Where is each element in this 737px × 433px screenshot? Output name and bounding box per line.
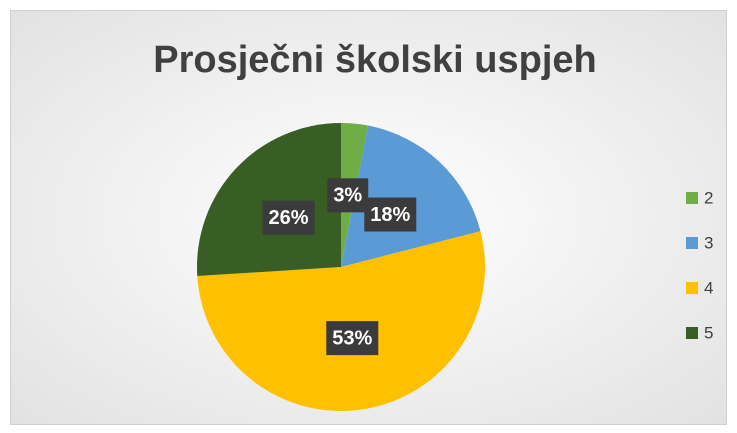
legend-swatch — [686, 237, 698, 249]
data-label: 18% — [370, 204, 410, 226]
chart-title: Prosječni školski uspjeh — [153, 39, 597, 81]
pie-slice — [197, 231, 486, 412]
legend-label: 5 — [704, 323, 713, 342]
legend-label: 3 — [704, 233, 713, 252]
data-label: 26% — [268, 207, 308, 229]
data-label-box — [262, 200, 315, 235]
data-label: 3% — [333, 185, 362, 207]
pie-slice — [197, 123, 341, 277]
pie-slice — [341, 125, 481, 268]
data-label-box — [327, 178, 369, 213]
legend-label: 4 — [704, 278, 713, 297]
legend-swatch — [686, 192, 698, 204]
data-label-box — [326, 321, 379, 356]
legend-label: 2 — [704, 188, 713, 207]
legend-swatch — [686, 327, 698, 339]
data-label: 53% — [332, 327, 372, 349]
data-label-box — [364, 197, 417, 232]
legend-swatch — [686, 282, 698, 294]
